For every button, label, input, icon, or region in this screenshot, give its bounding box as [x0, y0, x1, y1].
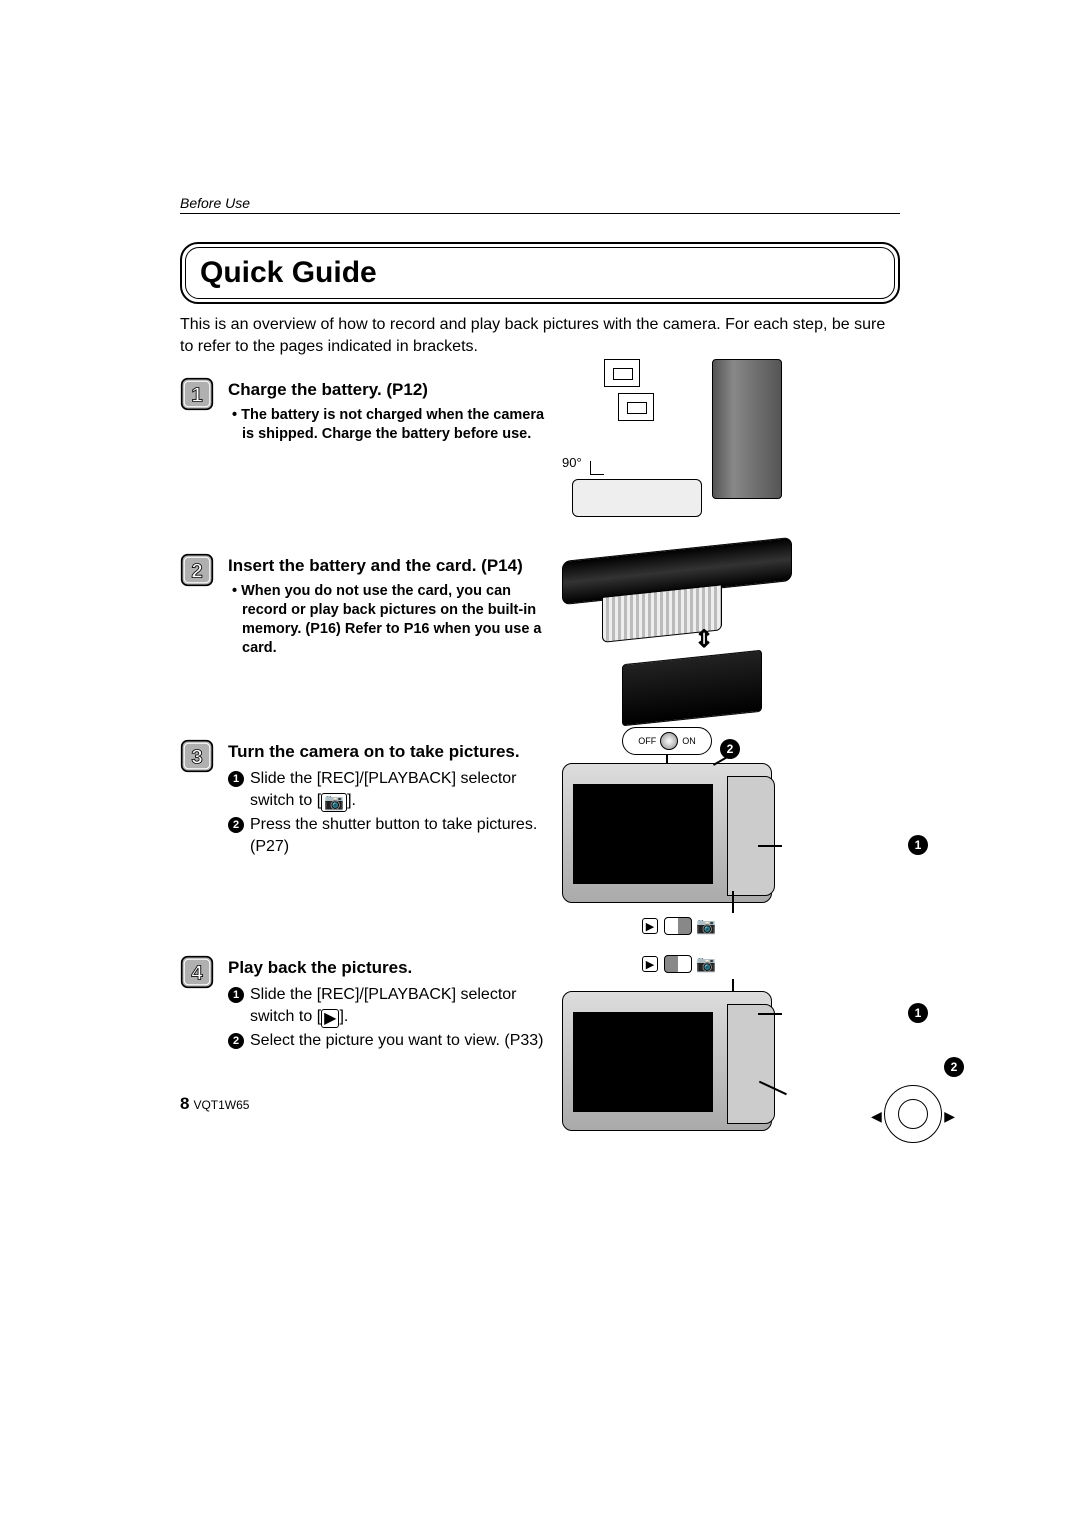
- step-title: Play back the pictures.: [228, 957, 548, 978]
- illustration-power-on: OFF ON 2 1 ▶ 📷: [562, 741, 900, 901]
- callout-2: 2: [944, 1057, 964, 1077]
- callout-2: 2: [720, 739, 740, 759]
- step-2: 2 Insert the battery and the card. (P14)…: [180, 555, 900, 735]
- substep: 1 Slide the [REC]/[PLAYBACK] selector sw…: [228, 768, 548, 812]
- callout-1: 1: [908, 835, 928, 855]
- substep-number-icon: 1: [228, 987, 244, 1003]
- illustration-charger: 90°: [562, 379, 900, 539]
- substep: 1 Slide the [REC]/[PLAYBACK] selector sw…: [228, 984, 548, 1028]
- page-footer: 8 VQT1W65: [180, 1094, 249, 1114]
- camera-icon: 📷: [321, 793, 347, 812]
- switch-knob-icon: [660, 732, 678, 750]
- step-4: 4 Play back the pictures. 1 Slide the [R…: [180, 957, 900, 1157]
- step-title: Turn the camera on to take pictures.: [228, 741, 548, 762]
- callout-1: 1: [908, 1003, 928, 1023]
- plug-icon: [604, 359, 640, 387]
- substep-number-icon: 2: [228, 817, 244, 833]
- power-switch-callout: OFF ON: [622, 727, 712, 755]
- page-content: Before Use Quick Guide This is an overvi…: [180, 195, 900, 1163]
- svg-text:2: 2: [191, 561, 202, 583]
- svg-text:4: 4: [191, 963, 203, 985]
- play-icon: ▶: [321, 1009, 339, 1028]
- step-number-icon: 1: [180, 377, 214, 411]
- step-note: The battery is not charged when the came…: [228, 406, 548, 444]
- step-number-icon: 2: [180, 553, 214, 587]
- nav-dial-icon: ◀ ▶: [884, 1085, 942, 1143]
- step-3: 3 Turn the camera on to take pictures. 1…: [180, 741, 900, 951]
- illustration-insert: ⇕: [562, 555, 900, 715]
- step-number-icon: 4: [180, 955, 214, 989]
- lcd-screen: [573, 1012, 713, 1112]
- intro-text: This is an overview of how to record and…: [180, 314, 900, 357]
- page-title: Quick Guide: [200, 256, 880, 290]
- play-icon: ▶: [642, 956, 658, 972]
- step-1: 1 Charge the battery. (P12) The battery …: [180, 379, 900, 549]
- play-icon: ▶: [642, 918, 658, 934]
- camera-back: [562, 991, 772, 1131]
- step-note: When you do not use the card, you can re…: [228, 582, 548, 657]
- page-number: 8: [180, 1094, 189, 1113]
- section-header: Before Use: [180, 195, 900, 214]
- plug-icon: [618, 393, 654, 421]
- svg-text:3: 3: [191, 747, 202, 769]
- title-frame: Quick Guide: [180, 242, 900, 304]
- substep-number-icon: 2: [228, 1033, 244, 1049]
- step-number-icon: 3: [180, 739, 214, 773]
- step-title: Insert the battery and the card. (P14): [228, 555, 548, 576]
- mode-slider-icon: ▶ 📷: [642, 949, 752, 979]
- camera-icon: 📷: [698, 956, 714, 972]
- svg-text:1: 1: [191, 385, 202, 407]
- battery-icon: [622, 650, 762, 727]
- substep-number-icon: 1: [228, 771, 244, 787]
- right-arrow-icon: ▶: [944, 1108, 955, 1125]
- camera-icon: 📷: [698, 918, 714, 934]
- angle-label: 90°: [562, 455, 582, 470]
- mode-slider-icon: ▶ 📷: [642, 911, 752, 941]
- doc-id: VQT1W65: [193, 1098, 249, 1112]
- illustration-playback: ▶ 📷 1 ◀ ▶ 2: [562, 957, 900, 1117]
- arrow-icon: ⇕: [694, 625, 714, 654]
- charger-body: [712, 359, 782, 499]
- substep: 2 Press the shutter button to take pictu…: [228, 814, 548, 857]
- left-arrow-icon: ◀: [871, 1108, 882, 1125]
- lcd-screen: [573, 784, 713, 884]
- camera-back: [562, 763, 772, 903]
- substep: 2 Select the picture you want to view. (…: [228, 1030, 548, 1052]
- charger-base: [572, 479, 702, 517]
- step-title: Charge the battery. (P12): [228, 379, 548, 400]
